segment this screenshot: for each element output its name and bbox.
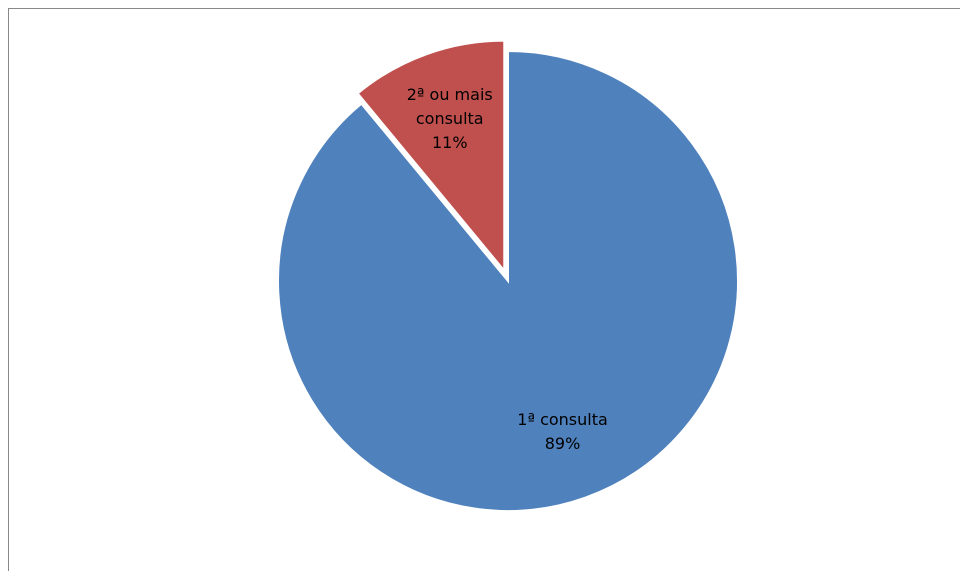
slice-category: 2ª ou mais consulta [406,85,493,129]
chart-frame [8,8,960,571]
slice-label: 1ª consulta 89% [513,408,613,456]
slice-category: 1ª consulta [517,410,608,430]
pie-slice [277,49,739,512]
pie-slice [356,39,506,274]
slice-value: 11% [431,133,468,153]
slice-value: 89% [544,434,581,454]
slice-label: 2ª ou mais consulta 11% [400,83,500,155]
